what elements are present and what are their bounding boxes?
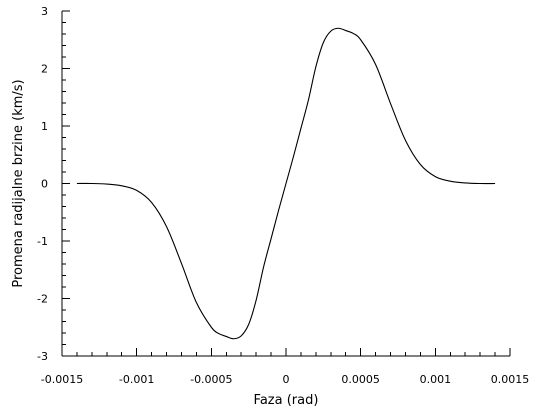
x-tick-label: 0.001 <box>420 373 452 386</box>
x-tick-label: -0.0015 <box>41 373 83 386</box>
y-axis-title: Promena radijalne brzine (km/s) <box>11 79 26 287</box>
ticks-layer <box>61 10 511 357</box>
x-tick-label: -0.001 <box>119 373 154 386</box>
tick-labels-layer: -3 -2 -1 0 1 2 3 -0.0015 -0.001 -0.0005 0 0.0005 0.0… <box>37 5 529 386</box>
x-axis-title: Faza (rad) <box>254 393 319 408</box>
x-tick-label: 0.0005 <box>341 373 380 386</box>
y-tick-label: -3 <box>37 350 48 363</box>
y-tick-label: 0 <box>41 178 48 191</box>
y-tick-label: 3 <box>41 5 48 18</box>
series-line <box>76 27 496 340</box>
y-tick-label: -2 <box>37 293 48 306</box>
y-tick-label: 2 <box>41 63 48 76</box>
y-tick-label: -1 <box>37 235 48 248</box>
x-tick-label: -0.0005 <box>190 373 232 386</box>
x-tick-label: 0.0015 <box>491 373 530 386</box>
y-tick-label: 1 <box>41 120 48 133</box>
x-tick-label: 0 <box>283 373 290 386</box>
